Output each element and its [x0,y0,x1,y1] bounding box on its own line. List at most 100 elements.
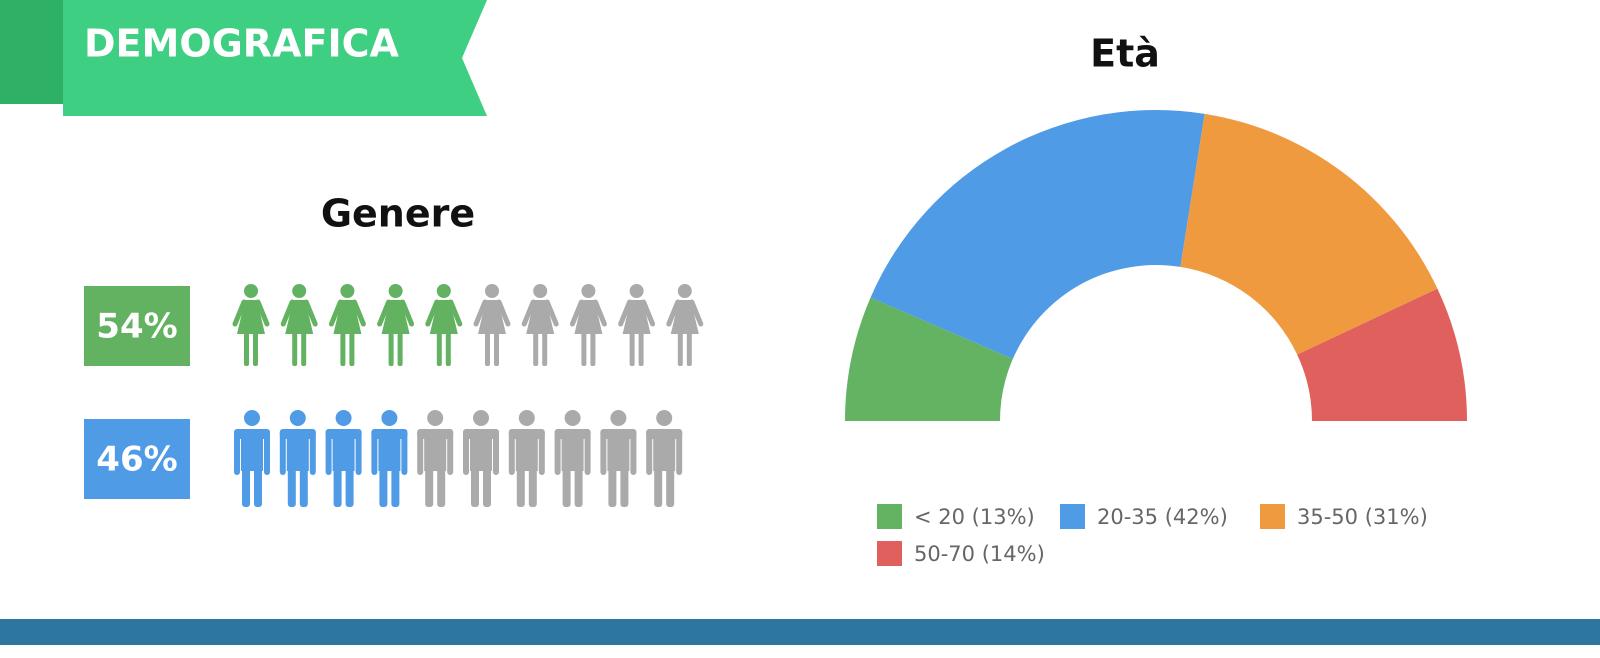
icon-leg [397,332,403,366]
icon-leg [483,468,491,507]
legend-label: < 20 (13%) [914,505,1035,529]
icon-head [518,410,535,426]
icon-arm [630,429,637,475]
icon-arm [264,429,270,475]
pie-slice [1180,113,1438,355]
icon-arm [303,299,318,327]
icon-arm [493,429,499,475]
value-label: 46% [96,440,177,480]
pie-slice [1297,288,1467,421]
icon-arm [496,299,511,327]
icon-arm [689,299,704,327]
icon-head [564,410,581,426]
icon-arm [371,429,378,475]
icon-arm [447,429,454,475]
icon-leg [574,468,583,507]
icon-filled [279,410,316,507]
icon-leg [686,332,692,366]
icon-head [436,284,451,298]
icon-arm [328,299,343,327]
icon-arm [584,429,591,475]
icon-head [656,410,673,426]
icon-empty [646,410,683,507]
icon-filled [328,284,366,366]
icon-leg [608,468,617,507]
icon-leg [437,468,446,507]
icon-head [381,410,398,426]
footer-bar [0,619,1600,645]
ribbon [63,0,487,116]
legend-label: 50-70 (14%) [914,542,1045,566]
icon-arm [351,299,366,327]
legend-label: 35-50 (31%) [1297,505,1428,529]
icon-leg [581,332,587,366]
icon-arm [544,299,559,327]
icon-filled [280,284,318,366]
legend-swatch [877,541,902,566]
legend-label: 20-35 (42%) [1097,505,1228,529]
icon-leg [340,332,346,366]
icon-body [332,429,355,471]
icon-arm [666,299,681,327]
icon-arm [473,299,488,327]
icon-leg [388,332,394,366]
chart-title: Età [1090,32,1160,76]
icon-empty [666,284,704,366]
icon-leg [301,332,307,366]
icon-arm [641,299,656,327]
legend-swatch [1260,504,1285,529]
icon-leg [379,468,388,507]
icon-empty [417,410,454,507]
icon-arm [425,299,440,327]
legend-swatch [877,504,902,529]
icon-leg [287,468,296,507]
icon-arm [255,299,270,327]
icon-arm [400,299,415,327]
icon-empty [600,410,637,507]
icon-head [244,410,260,426]
icon-arm [280,299,295,327]
icon-body [515,429,538,471]
icon-leg [620,468,629,507]
icon-empty [569,284,607,366]
icon-arm [569,299,584,327]
icon-body [470,429,492,471]
icon-filled [325,410,362,507]
icon-body [653,429,676,471]
icon-leg [516,468,525,507]
icon-leg [292,332,298,366]
icon-arm [355,429,362,475]
icon-head [533,284,548,298]
icon-leg [299,468,308,507]
icon-arm [377,299,392,327]
icon-leg [485,332,490,366]
icon-head [289,410,306,426]
value-box [84,419,190,499]
icon-filled [425,284,463,366]
icon-body [241,429,263,471]
icon-leg [244,332,249,366]
icon-head [610,410,627,426]
icon-leg [471,468,479,507]
icon-head [581,284,596,298]
icon-leg [528,468,537,507]
pie-slice [845,297,1013,421]
icon-leg [391,468,400,507]
icon-leg [677,332,683,366]
icon-arm [600,429,607,475]
icon-head [485,284,499,298]
icon-leg [333,468,342,507]
icon-head [473,410,489,426]
icon-empty [618,284,656,366]
icon-arm [646,429,653,475]
icon-arm [325,429,332,475]
pie-slice [870,109,1205,360]
value-label: 54% [96,307,177,347]
icon-head [629,284,644,298]
icon-leg [254,468,262,507]
icon-arm [279,429,286,475]
icon-leg [436,332,442,366]
icon-empty [508,410,545,507]
icon-filled [234,410,270,507]
